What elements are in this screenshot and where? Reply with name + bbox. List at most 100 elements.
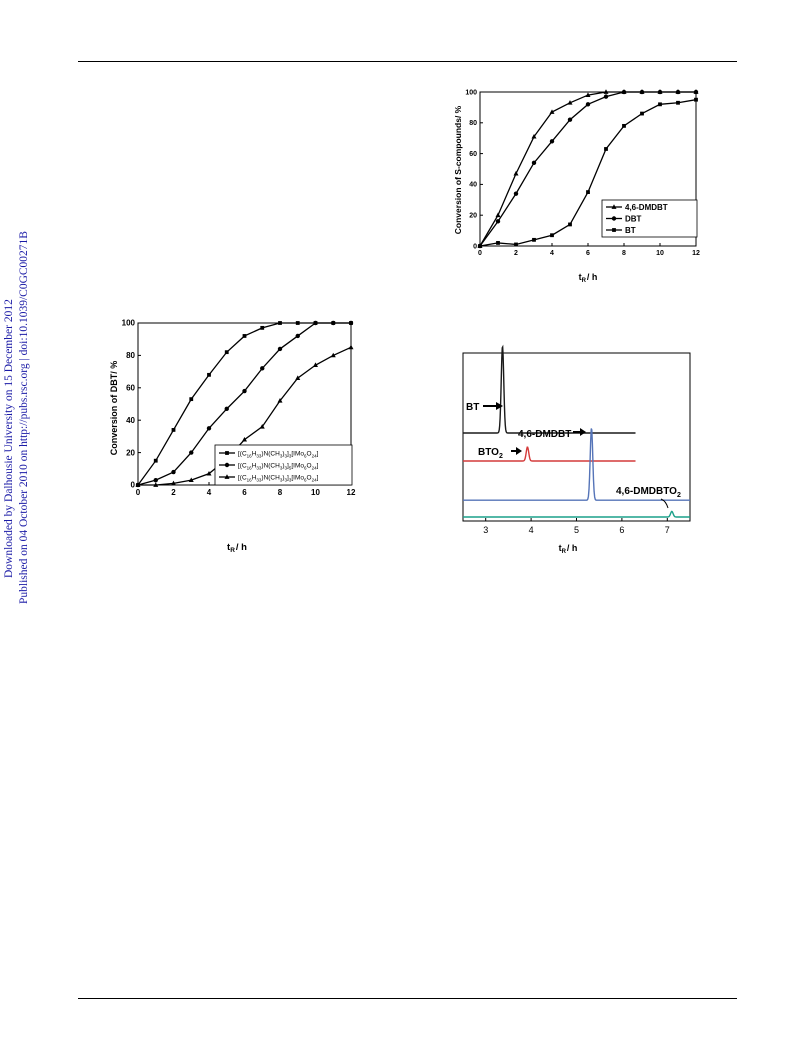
- data-point: [206, 426, 212, 431]
- data-point: [658, 102, 662, 107]
- data-point: [206, 470, 212, 476]
- legend-text-part: ): [282, 475, 284, 482]
- legend-text-part: [(C: [238, 475, 247, 482]
- legend-text-part: 24: [312, 478, 318, 483]
- data-point: [330, 352, 336, 358]
- x-tick-label: 5: [574, 525, 579, 535]
- dmdbt-arrow-head-icon: [580, 428, 586, 436]
- dmdbto2-arrow-icon: [660, 498, 669, 509]
- legend-text-part: ]: [317, 463, 319, 470]
- legend-text-part: O: [307, 451, 312, 458]
- legend-marker: [612, 228, 616, 232]
- legend-text-part: H: [252, 463, 257, 470]
- bto2-arrow-head-icon: [516, 447, 522, 455]
- legend-text-part: 16: [247, 478, 253, 483]
- bt-arrow-head-icon: [496, 402, 503, 410]
- chromatogram-trace-2: [463, 428, 690, 501]
- data-point: [549, 139, 555, 144]
- legend-text-part: 3: [280, 454, 283, 459]
- legend-text-part: ): [282, 463, 284, 470]
- legend-text-part: H: [252, 451, 257, 458]
- x-tick-label: 0: [478, 250, 482, 257]
- plot-area-2: 0 2 4 6 8 10 12 0 20 40 60 80 100: [465, 89, 700, 257]
- data-point: [242, 334, 247, 338]
- x-axis-label: tR/ h: [227, 542, 247, 554]
- data-point: [586, 190, 590, 194]
- data-point: [313, 320, 318, 326]
- y-tick-label: 60: [469, 151, 477, 158]
- x-tick-label: 10: [656, 250, 664, 257]
- chromatogram-trace-1: [463, 446, 636, 462]
- data-point: [693, 89, 699, 95]
- watermark-line-1: Downloaded by Dalhousie University on 15…: [3, 299, 15, 578]
- y-axis-label: Conversion of S-compounds/ %: [453, 105, 463, 234]
- dmdbto2-label: 4,6-DMDBTO2: [616, 486, 681, 499]
- legend-text-part: ]: [317, 451, 319, 458]
- legend-text-part: 3: [289, 454, 292, 459]
- x-tick-label: 12: [692, 250, 700, 257]
- dmdbt-label: 4,6-DMDBT: [518, 429, 571, 440]
- legend-text-part: ]: [287, 463, 289, 470]
- y-axis-label: Conversion of DBT/ %: [109, 361, 119, 456]
- legend-text-part: ]: [317, 475, 319, 482]
- footer-rule: [78, 998, 737, 999]
- legend-text-part: [(C: [238, 463, 247, 470]
- bt-label: BT: [466, 402, 479, 413]
- legend-text-part: O: [307, 475, 312, 482]
- legend-text-part: 6: [304, 466, 307, 471]
- data-point: [639, 89, 645, 95]
- x-tick-label: 8: [278, 488, 283, 497]
- y-tick-label: 40: [469, 182, 477, 189]
- legend-entry-1: [(C16H33)N(CH3)3]5[IMo6O24]: [238, 463, 319, 471]
- data-point: [259, 423, 265, 429]
- legend-text-part: 16: [247, 466, 253, 471]
- data-point: [676, 100, 680, 105]
- y-tick-label: 20: [469, 213, 477, 220]
- bto2-label: BTO2: [478, 447, 503, 460]
- data-point: [513, 191, 519, 196]
- data-point: [514, 242, 518, 247]
- x-tick-label: 4: [529, 525, 534, 535]
- data-point: [171, 428, 176, 432]
- x-tick-label: 4: [550, 250, 554, 257]
- data-point: [153, 458, 158, 463]
- legend-text-part: 33: [256, 466, 262, 471]
- data-point: [603, 94, 609, 99]
- data-point: [567, 117, 573, 122]
- legend-text-part: ): [282, 451, 284, 458]
- y-tick-label: 0: [131, 481, 136, 490]
- y-tick-label: 100: [465, 89, 477, 96]
- legend-text-part: 5: [289, 466, 292, 471]
- y-tick-label: 80: [469, 120, 477, 127]
- legend-marker: [611, 216, 617, 221]
- plot-area-3: 3 4 5 6 7: [462, 344, 691, 535]
- legend-text-part: H: [252, 475, 257, 482]
- data-point: [532, 237, 536, 242]
- legend-text-part: ]: [287, 451, 289, 458]
- y-tick-label: 100: [122, 319, 136, 328]
- data-point: [295, 375, 301, 380]
- legend-entry-0: [(C16H33)N(CH3)3]3[IMo6O24]: [238, 451, 319, 459]
- data-point: [567, 100, 573, 105]
- data-point: [549, 109, 555, 114]
- data-point: [189, 397, 194, 402]
- data-point: [295, 333, 300, 339]
- legend-text-part: [IMo: [291, 451, 304, 458]
- data-point: [153, 477, 158, 483]
- data-point: [153, 482, 159, 487]
- legend-text-part: 3: [285, 466, 288, 471]
- x-tick-label: 2: [514, 250, 518, 257]
- data-point: [224, 350, 229, 355]
- legend-text-part: )N(CH: [261, 451, 280, 458]
- legend-box: [214, 444, 353, 486]
- data-point: [495, 219, 501, 224]
- legend: 4,6-DMDBT DBT BT: [601, 199, 698, 238]
- data-point: [135, 482, 141, 487]
- chromatogram-trace-0: [463, 344, 636, 434]
- header-rule: [78, 61, 737, 62]
- x-axis-label: tR/ h: [559, 543, 578, 555]
- legend-text-part: O: [307, 463, 312, 470]
- x-tick-label: 10: [311, 488, 320, 497]
- data-point: [242, 436, 247, 442]
